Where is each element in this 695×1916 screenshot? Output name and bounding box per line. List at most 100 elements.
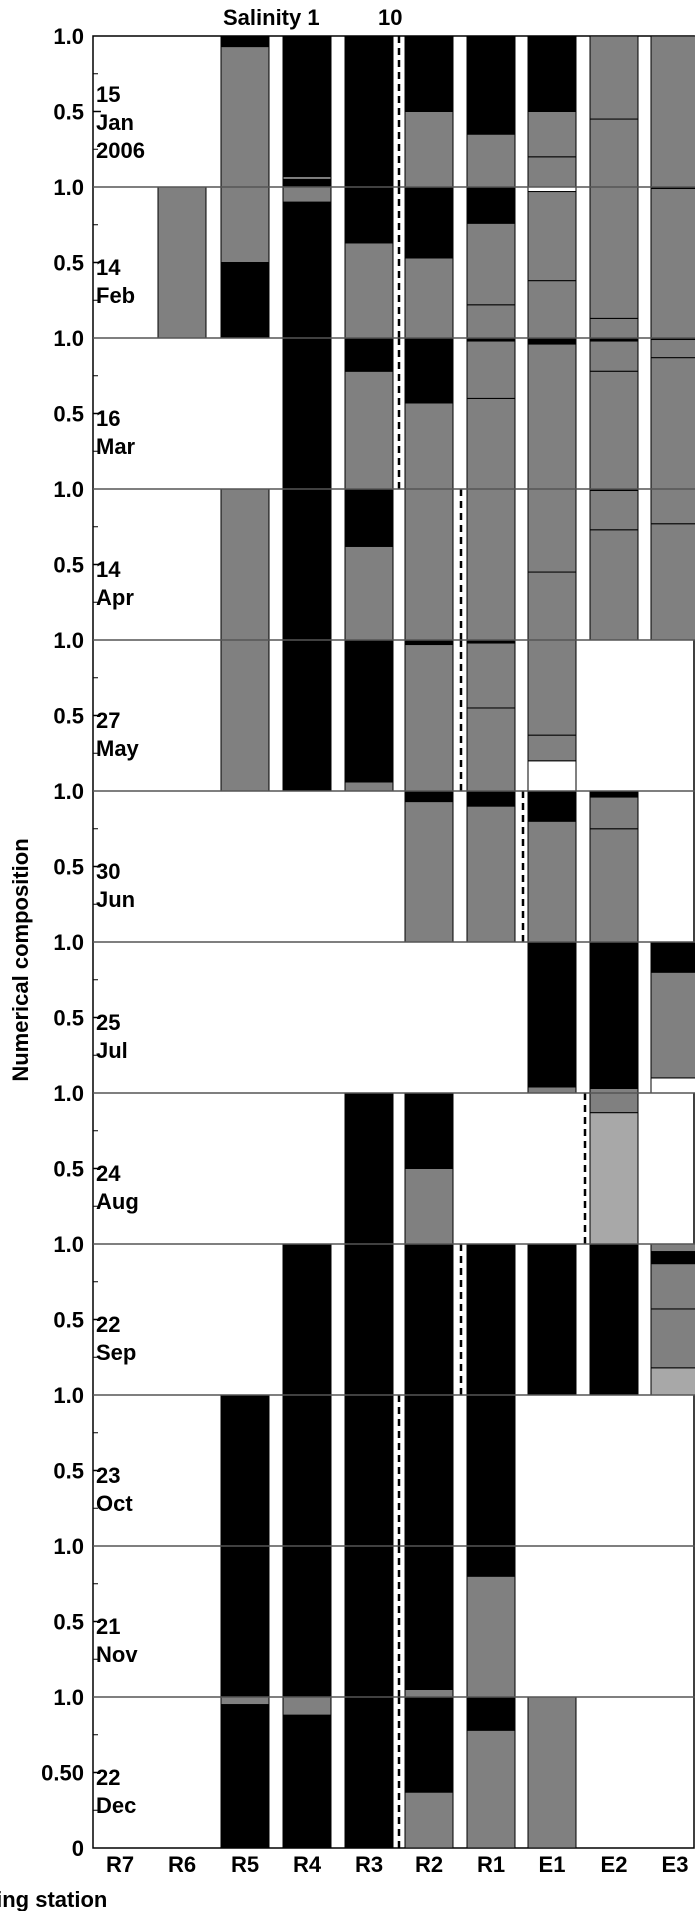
bar-segment: [527, 280, 577, 339]
bar-segment: [220, 488, 270, 641]
bar-segment: [650, 523, 695, 641]
bar-segment: [344, 242, 394, 339]
bar-segment: [344, 651, 394, 783]
bar-segment: [466, 1545, 516, 1577]
bar-segment: [527, 1696, 577, 1849]
bar-segment: [650, 188, 695, 339]
bar-segment: [650, 941, 695, 973]
y-tick-label: 1.0: [53, 628, 84, 653]
bar-segment: [650, 339, 695, 359]
salinity-label: Salinity 1: [223, 5, 320, 30]
bar-segment: [650, 1243, 695, 1253]
bar-segment: [466, 1394, 516, 1547]
panel-date-label: Sep: [96, 1340, 136, 1365]
bar-segment: [650, 1367, 695, 1396]
bar-segment: [220, 186, 270, 263]
bar-segment: [527, 156, 577, 188]
bar-segment: [589, 118, 639, 188]
bar-segment: [589, 941, 639, 1089]
panel-date-label: 14: [96, 255, 121, 280]
panel-date-label: 24: [96, 1161, 121, 1186]
panel-date-label: Mar: [96, 434, 136, 459]
bar-segment: [404, 1243, 454, 1396]
bar-segment: [527, 111, 577, 158]
y-tick-label: 0: [72, 1836, 84, 1861]
bar-segment: [466, 805, 516, 943]
bar-segment: [466, 1243, 516, 1396]
panel-date-label: Nov: [96, 1642, 138, 1667]
panel-date-label: 16: [96, 406, 120, 431]
bar-segment: [466, 707, 516, 792]
x-tick-label: R4: [293, 1852, 322, 1877]
y-tick-label: 1.0: [53, 779, 84, 804]
bar-segment: [404, 488, 454, 641]
bar-segment: [404, 1092, 454, 1169]
bar-segment: [589, 35, 639, 120]
y-tick-label: 0.5: [53, 402, 84, 427]
bar-segment: [404, 801, 454, 943]
bar-segment: [650, 1251, 695, 1265]
bar-segment: [589, 340, 639, 372]
bar-segment: [527, 1086, 577, 1094]
bar-segment: [344, 1394, 394, 1547]
bar-segment: [527, 760, 577, 792]
panel-date-label: 23: [96, 1463, 120, 1488]
bar-segment: [344, 781, 394, 792]
bar-segment: [589, 317, 639, 339]
bar-segment: [589, 1243, 639, 1396]
y-tick-label: 0.5: [53, 553, 84, 578]
bar-segment: [344, 545, 394, 641]
bar-segment: [157, 186, 207, 339]
bar-segment: [466, 35, 516, 135]
x-axis-label: ling station: [0, 1887, 107, 1911]
bar-segment: [650, 488, 695, 525]
bar-segment: [527, 337, 577, 345]
y-tick-label: 0.5: [53, 855, 84, 880]
y-axis-label: Numerical composition: [8, 838, 33, 1081]
panel-date-label: Jul: [96, 1038, 128, 1063]
bar-segment: [220, 1394, 270, 1547]
panel-date-label: 22: [96, 1765, 120, 1790]
x-tick-label: R5: [231, 1852, 259, 1877]
bar-segment: [344, 35, 394, 188]
bar-segment: [344, 186, 394, 244]
bar-segment: [282, 337, 332, 490]
bar-segment: [466, 790, 516, 807]
bar-segment: [466, 1729, 516, 1849]
bar-segment: [466, 222, 516, 306]
bar-segment: [466, 304, 516, 339]
bar-segment: [404, 337, 454, 404]
bar-segment: [404, 35, 454, 112]
bar-segment: [527, 941, 577, 1088]
y-tick-label: 0.5: [53, 100, 84, 125]
panel-date-label: 21: [96, 1614, 120, 1639]
bar-segment: [589, 790, 639, 798]
bar-segment: [466, 642, 516, 709]
y-tick-label: 1.0: [53, 175, 84, 200]
bar-segment: [589, 1092, 639, 1114]
y-tick-label: 0.5: [53, 251, 84, 276]
bar-segment: [404, 790, 454, 803]
bar-segment: [404, 1545, 454, 1690]
y-tick-label: 0.5: [53, 1006, 84, 1031]
y-tick-label: 1.0: [53, 1081, 84, 1106]
y-tick-label: 1.0: [53, 326, 84, 351]
y-tick-label: 1.0: [53, 1383, 84, 1408]
y-tick-label: 0.50: [41, 1761, 84, 1786]
bar-segment: [650, 1308, 695, 1369]
bar-segment: [589, 1112, 639, 1245]
bar-segment: [282, 488, 332, 641]
x-tick-label: R7: [106, 1852, 134, 1877]
bar-segment: [466, 397, 516, 490]
bar-segment: [527, 488, 577, 573]
x-tick-label: E2: [601, 1852, 628, 1877]
bar-segment: [589, 796, 639, 830]
bar-segment: [527, 191, 577, 282]
bar-segment: [344, 370, 394, 490]
bar-segment: [589, 828, 639, 943]
panel-date-label: Aug: [96, 1189, 139, 1214]
bar-segment: [404, 1696, 454, 1793]
x-tick-label: R6: [168, 1852, 196, 1877]
bar-segment: [220, 35, 270, 48]
